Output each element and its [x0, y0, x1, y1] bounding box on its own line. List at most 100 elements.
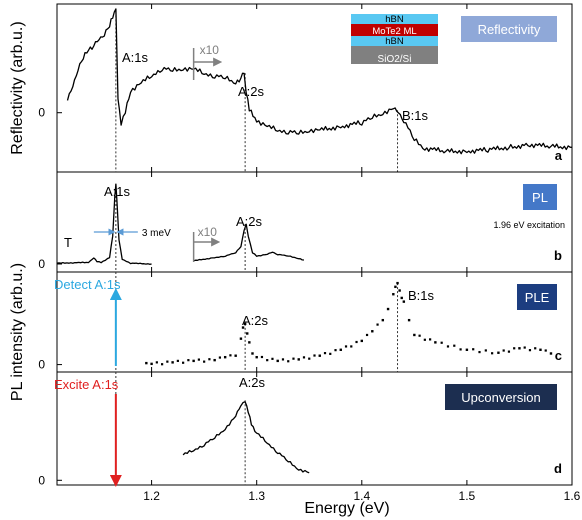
- data-point: [478, 350, 481, 354]
- data-point: [434, 341, 437, 344]
- panel-c: 0 PLE c Detect A:1s A:2s B:1s: [38, 271, 573, 373]
- data-point: [544, 349, 547, 352]
- data-point: [400, 296, 403, 300]
- data-point: [528, 349, 532, 352]
- panel-letter: d: [554, 461, 562, 476]
- data-point: [502, 349, 505, 352]
- data-point: [465, 348, 469, 351]
- data-point: [398, 289, 401, 292]
- data-point: [423, 338, 426, 341]
- annotation-a1s: A:1s: [122, 50, 149, 65]
- data-point: [407, 318, 411, 322]
- panel-badge: [461, 16, 557, 42]
- data-point: [453, 344, 456, 347]
- data-point: [472, 348, 475, 351]
- data-point: [197, 358, 200, 361]
- data-point: [394, 285, 397, 289]
- data-point: [213, 358, 216, 362]
- annotation-a2s: A:2s: [242, 313, 269, 328]
- panel-badge-label: Upconversion: [461, 390, 541, 405]
- data-point: [171, 361, 174, 364]
- panel-d-frame: [56, 371, 573, 486]
- x-tick-label: 1.3: [248, 489, 265, 503]
- data-point: [396, 281, 399, 285]
- data-point: [241, 326, 245, 329]
- data-point: [491, 352, 494, 355]
- series-line-0: [182, 401, 310, 474]
- data-point: [371, 330, 374, 333]
- data-point: [386, 307, 390, 311]
- data-point: [418, 334, 421, 337]
- data-point: [402, 300, 406, 303]
- data-point: [440, 341, 443, 344]
- overlay: Reflectivity (arb.u.) PL intensity (arb.…: [9, 21, 390, 517]
- x-tick-label: 1.4: [353, 489, 370, 503]
- series-line-0: [56, 183, 152, 265]
- data-point: [323, 352, 327, 355]
- panel-c-frame: [56, 271, 573, 373]
- y-tick-label-zero: 0: [38, 473, 45, 487]
- data-point: [229, 354, 232, 357]
- data-point: [176, 359, 179, 362]
- data-point: [365, 333, 369, 337]
- stack-layer-0: [351, 14, 438, 24]
- data-point: [518, 347, 521, 350]
- annotation-a2s: A:2s: [239, 375, 266, 390]
- data-point: [381, 318, 385, 322]
- panel-letter: c: [555, 348, 562, 363]
- data-point: [248, 341, 251, 344]
- annotation-a1s: A:1s: [104, 184, 131, 199]
- data-point: [344, 345, 348, 348]
- data-point: [161, 363, 164, 366]
- stack-layer-label-2: hBN: [385, 36, 404, 47]
- y-tick-label-zero: 0: [38, 358, 45, 372]
- data-point: [413, 333, 416, 337]
- annotation-b1s: B:1s: [402, 108, 429, 123]
- panel-badge: [445, 384, 557, 410]
- data-point: [429, 338, 432, 341]
- x10-label: x10: [198, 225, 218, 239]
- data-point: [297, 358, 300, 361]
- panel-badge-label: PL: [532, 190, 548, 205]
- data-point: [313, 354, 316, 357]
- stack-layer-label-0: hBN: [385, 14, 404, 25]
- data-point: [534, 347, 537, 350]
- data-point: [234, 354, 237, 357]
- data-point: [513, 347, 516, 350]
- stack-layer-3: [351, 46, 438, 64]
- annotation-a2s: A:2s: [238, 84, 265, 99]
- y-tick-label-zero: 0: [38, 257, 45, 271]
- stack-layer-1: [351, 24, 438, 36]
- annotation-a2s: A:2s: [236, 214, 263, 229]
- annotation-detect: Detect A:1s: [54, 277, 121, 292]
- panel-badge: [517, 284, 557, 310]
- data-point: [281, 358, 285, 361]
- data-point: [459, 348, 462, 351]
- series-line-0: [66, 8, 573, 155]
- annotation-b1s: B:1s: [408, 288, 435, 303]
- data-point: [308, 357, 311, 360]
- data-point: [360, 339, 363, 343]
- panel-d: 0 Upconversion d Excite A:1s A:2s: [38, 371, 573, 487]
- y-tick-label-zero: 0: [38, 106, 45, 120]
- annotation-linewidth: 3 meV: [142, 228, 171, 239]
- x-label: Energy (eV): [304, 500, 389, 517]
- data-point: [223, 355, 227, 359]
- panel-b: 0 PL b A:1s T 3 meV x10 A:2s 1.96 eV excitation: [38, 171, 573, 273]
- data-point: [350, 345, 353, 348]
- data-point: [292, 357, 295, 360]
- data-point: [243, 322, 247, 326]
- x-tick-label: 1.6: [564, 489, 581, 503]
- data-point: [339, 348, 342, 351]
- data-point: [523, 346, 526, 349]
- stack-layer-2: [351, 36, 438, 46]
- data-point: [192, 359, 195, 363]
- y-label-pl: PL intensity (arb.u.): [9, 263, 26, 401]
- data-point: [218, 356, 222, 359]
- data-point: [255, 355, 258, 359]
- data-point: [376, 323, 379, 326]
- data-point: [497, 351, 500, 354]
- data-point: [260, 355, 264, 359]
- panel-badge-label: PLE: [525, 290, 550, 305]
- data-point: [208, 358, 211, 361]
